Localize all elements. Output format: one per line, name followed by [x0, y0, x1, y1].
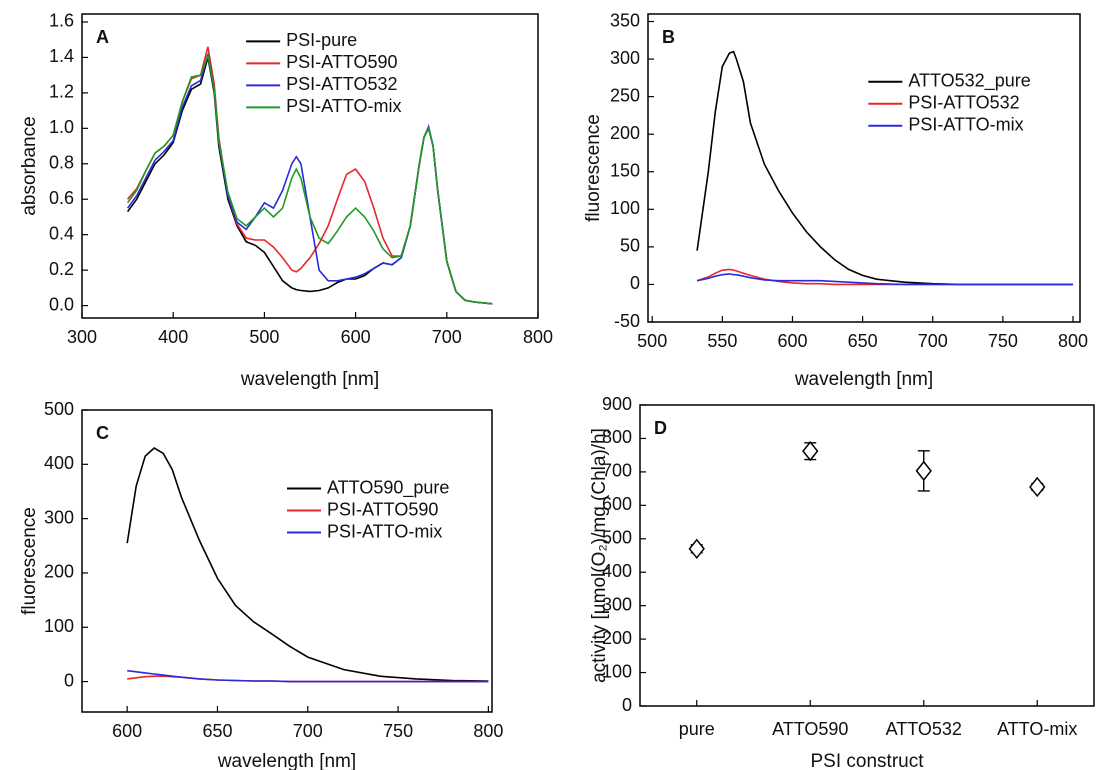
y-tick-label: 350 — [610, 10, 640, 30]
y-tick-label: 50 — [620, 236, 640, 256]
x-tick-label: 700 — [918, 331, 948, 351]
y-tick-label: 1.2 — [49, 82, 74, 102]
plot-frame — [647, 13, 1081, 323]
y-tick-label: 300 — [610, 48, 640, 68]
data-line — [696, 273, 1073, 286]
x-tick-label: 300 — [67, 327, 97, 347]
y-axis-label: activity [µmol(O₂)/mg (Chla)/h] — [589, 428, 610, 683]
y-tick-label: 200 — [610, 123, 640, 143]
y-tick-label: 100 — [44, 616, 74, 636]
x-tick-label: pure — [679, 719, 715, 739]
panel-label: A — [96, 27, 109, 47]
y-tick-label: 500 — [44, 399, 74, 419]
y-tick-label: 300 — [602, 594, 632, 614]
y-tick-label: 0 — [622, 695, 632, 715]
y-tick-label: 0.8 — [49, 153, 74, 173]
plot-frame — [81, 409, 493, 713]
y-tick-label: 100 — [602, 661, 632, 681]
x-tick-label: 500 — [249, 327, 279, 347]
panel-label: C — [96, 423, 109, 443]
legend-label: ATTO532_pure — [908, 71, 1030, 92]
y-tick-label: 1.4 — [49, 46, 74, 66]
panel-label: B — [662, 27, 675, 47]
x-tick-label: 500 — [637, 331, 667, 351]
legend-label: PSI-ATTO532 — [908, 93, 1019, 113]
y-tick-label: 250 — [610, 85, 640, 105]
legend-label: PSI-ATTO-mix — [327, 521, 442, 541]
y-tick-label: -50 — [614, 311, 640, 331]
data-point — [915, 460, 932, 482]
y-tick-label: 1.0 — [49, 117, 74, 137]
data-point — [688, 538, 705, 560]
y-tick-label: 400 — [602, 561, 632, 581]
y-tick-label: 900 — [602, 394, 632, 414]
x-axis-label: PSI construct — [811, 751, 925, 770]
y-tick-label: 1.6 — [49, 11, 74, 31]
x-tick-label: 800 — [473, 721, 503, 741]
y-tick-label: 0.2 — [49, 259, 74, 279]
data-line — [126, 447, 489, 682]
x-tick-label: ATTO590 — [772, 719, 848, 739]
y-tick-label: 0.6 — [49, 188, 74, 208]
data-point — [802, 440, 819, 462]
y-tick-label: 400 — [44, 453, 74, 473]
y-tick-label: 500 — [602, 528, 632, 548]
data-line — [126, 52, 493, 305]
x-tick-label: 750 — [383, 721, 413, 741]
x-tick-label: 600 — [777, 331, 807, 351]
y-tick-label: 200 — [44, 562, 74, 582]
x-tick-label: 600 — [112, 721, 142, 741]
x-axis-label: wavelength [nm] — [794, 369, 933, 390]
y-tick-label: 0 — [630, 273, 640, 293]
y-axis-label: fluorescence — [19, 507, 40, 615]
plot-frame — [639, 404, 1095, 707]
x-tick-label: ATTO532 — [886, 719, 962, 739]
x-tick-label: 700 — [293, 721, 323, 741]
x-tick-label: 700 — [432, 327, 462, 347]
y-axis-label: absorbance — [19, 116, 40, 215]
legend-label: PSI-ATTO-mix — [908, 115, 1023, 135]
y-tick-label: 100 — [610, 198, 640, 218]
y-tick-label: 0.4 — [49, 223, 74, 243]
legend-label: PSI-ATTO532 — [286, 74, 397, 94]
data-line — [696, 268, 1073, 286]
x-tick-label: 400 — [158, 327, 188, 347]
data-point — [1029, 476, 1046, 498]
y-tick-label: 200 — [602, 628, 632, 648]
plot-frame — [81, 13, 539, 319]
y-tick-label: 300 — [44, 507, 74, 527]
x-tick-label: 800 — [1058, 331, 1088, 351]
y-tick-label: 0.0 — [49, 294, 74, 314]
legend-label: PSI-pure — [286, 30, 357, 50]
legend-label: PSI-ATTO-mix — [286, 96, 401, 116]
x-tick-label: ATTO-mix — [997, 719, 1077, 739]
data-line — [126, 57, 493, 305]
x-tick-label: 800 — [523, 327, 553, 347]
data-line — [127, 669, 489, 683]
x-tick-label: 600 — [341, 327, 371, 347]
x-tick-label: 650 — [848, 331, 878, 351]
y-tick-label: 0 — [64, 670, 74, 690]
y-axis-label: fluorescence — [583, 114, 604, 222]
x-tick-label: 650 — [202, 721, 232, 741]
panel-label: D — [654, 418, 667, 438]
y-tick-label: 150 — [610, 161, 640, 181]
y-tick-label: 800 — [602, 427, 632, 447]
x-axis-label: wavelength [nm] — [240, 369, 379, 390]
x-tick-label: 750 — [988, 331, 1018, 351]
y-tick-label: 700 — [602, 461, 632, 481]
x-tick-label: 550 — [707, 331, 737, 351]
y-tick-label: 600 — [602, 494, 632, 514]
legend-label: ATTO590_pure — [327, 477, 449, 498]
legend-label: PSI-ATTO590 — [286, 52, 397, 72]
data-line — [696, 50, 1073, 286]
legend-label: PSI-ATTO590 — [327, 499, 438, 519]
x-axis-label: wavelength [nm] — [217, 751, 356, 770]
